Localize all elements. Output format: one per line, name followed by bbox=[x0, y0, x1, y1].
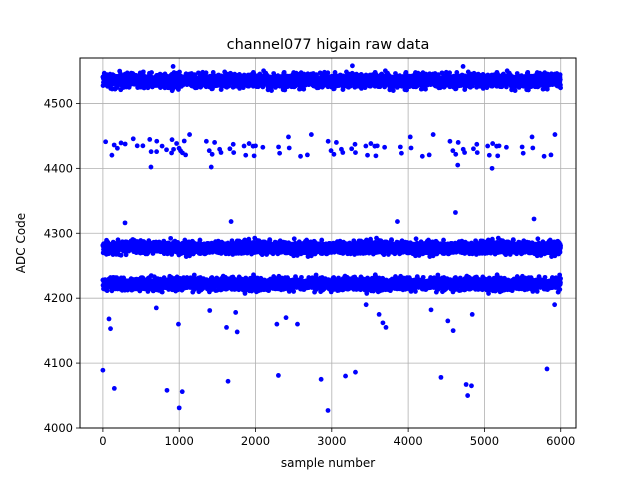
data-point bbox=[115, 146, 120, 151]
data-point bbox=[282, 70, 287, 75]
data-point bbox=[298, 154, 303, 159]
data-point bbox=[160, 144, 165, 149]
data-point bbox=[301, 87, 306, 92]
data-point bbox=[177, 70, 182, 75]
data-point bbox=[227, 146, 232, 151]
data-point bbox=[243, 153, 248, 158]
data-point bbox=[252, 153, 257, 158]
data-point bbox=[277, 151, 282, 156]
data-point bbox=[131, 136, 136, 141]
data-point bbox=[332, 152, 337, 157]
data-point bbox=[147, 137, 152, 142]
data-point bbox=[171, 147, 176, 152]
data-point bbox=[292, 236, 297, 241]
data-point bbox=[119, 253, 124, 258]
data-point bbox=[286, 135, 291, 140]
data-point bbox=[105, 288, 110, 293]
data-point bbox=[276, 145, 281, 150]
data-point bbox=[269, 88, 274, 93]
data-point bbox=[231, 142, 236, 147]
data-point bbox=[174, 141, 179, 146]
data-point bbox=[212, 140, 217, 145]
data-point bbox=[140, 143, 145, 148]
data-point bbox=[231, 150, 236, 155]
data-point bbox=[164, 147, 169, 152]
data-point bbox=[219, 150, 224, 155]
data-point bbox=[149, 70, 154, 75]
data-point bbox=[334, 140, 339, 145]
data-point bbox=[253, 143, 258, 148]
data-point bbox=[305, 153, 310, 158]
data-point bbox=[291, 289, 296, 294]
data-point bbox=[260, 145, 265, 150]
data-point bbox=[123, 142, 128, 147]
data-point bbox=[242, 144, 247, 149]
data-point bbox=[187, 132, 192, 137]
data-point bbox=[170, 137, 175, 142]
data-point bbox=[309, 132, 314, 137]
data-point bbox=[103, 139, 108, 144]
data-point bbox=[160, 290, 165, 295]
data-point bbox=[109, 153, 114, 158]
data-point bbox=[182, 139, 187, 144]
data-point bbox=[340, 150, 345, 155]
data-point bbox=[326, 139, 331, 144]
data-point bbox=[119, 141, 124, 146]
data-point bbox=[135, 143, 140, 148]
data-point bbox=[168, 236, 173, 241]
data-point bbox=[154, 139, 159, 144]
data-point bbox=[149, 149, 154, 154]
data-point bbox=[349, 146, 354, 151]
data-point bbox=[154, 149, 159, 154]
data-point bbox=[204, 139, 209, 144]
data-point bbox=[287, 146, 292, 151]
data-point bbox=[210, 152, 215, 157]
data-point bbox=[183, 153, 188, 158]
data-point bbox=[247, 141, 252, 146]
